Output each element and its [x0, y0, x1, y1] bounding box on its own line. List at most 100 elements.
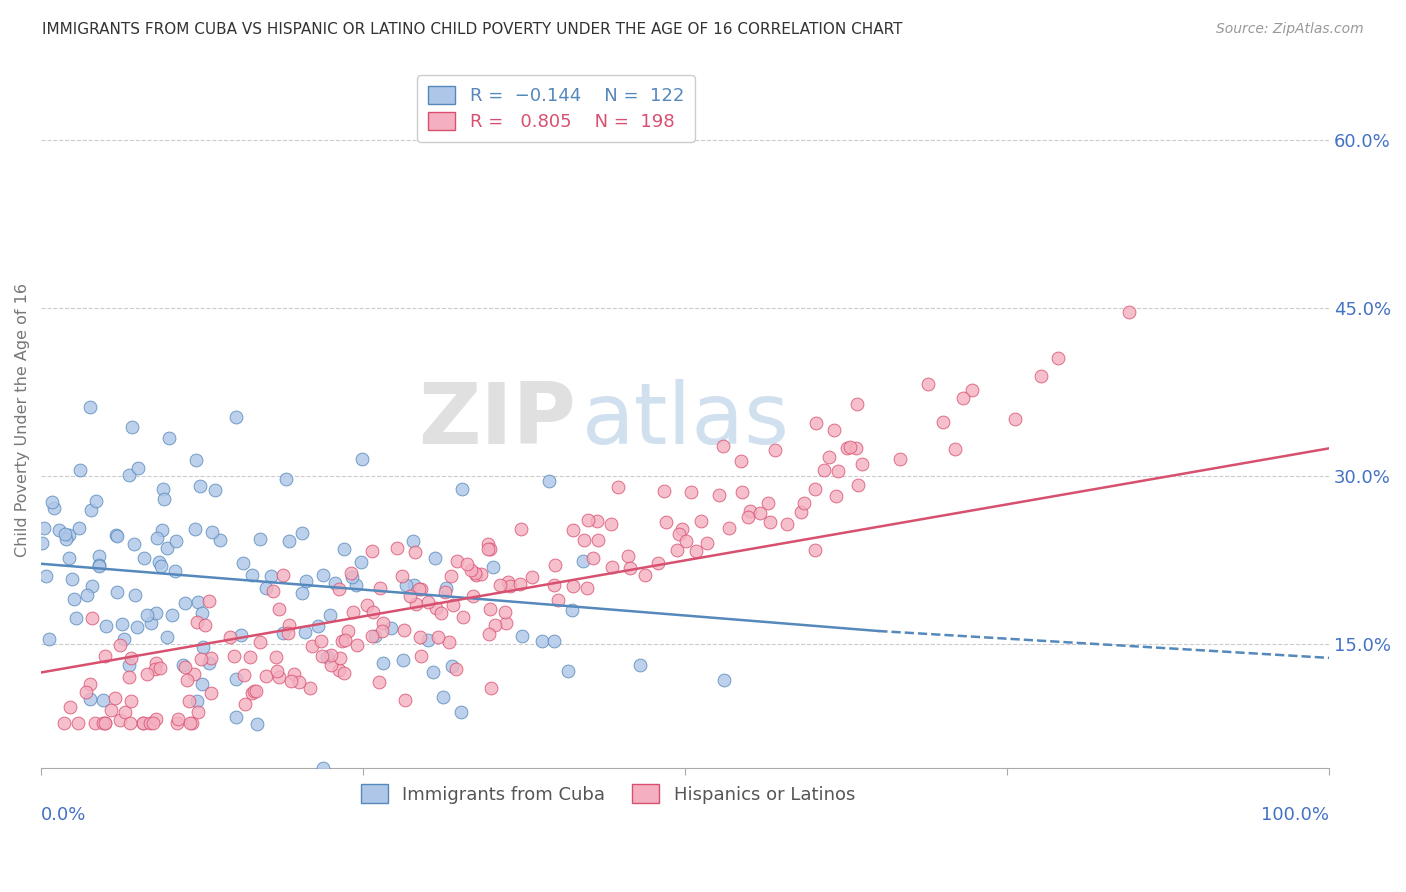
- Point: [191, 640, 214, 654]
- Point: [749, 506, 772, 520]
- Point: [160, 608, 183, 623]
- Point: [432, 690, 454, 704]
- Point: [360, 544, 382, 558]
- Point: [496, 575, 519, 590]
- Point: [477, 542, 499, 557]
- Point: [470, 567, 492, 582]
- Point: [152, 483, 174, 497]
- Point: [399, 589, 422, 603]
- Point: [494, 606, 516, 620]
- Point: [690, 514, 713, 528]
- Point: [76, 588, 98, 602]
- Point: [619, 561, 641, 575]
- Point: [254, 581, 277, 595]
- Point: [319, 648, 342, 662]
- Point: [233, 698, 256, 712]
- Point: [489, 578, 512, 592]
- Point: [104, 528, 127, 542]
- Point: [512, 629, 534, 643]
- Point: [572, 533, 595, 547]
- Point: [67, 715, 90, 730]
- Point: [59, 700, 82, 714]
- Point: [422, 665, 444, 680]
- Point: [38, 632, 60, 646]
- Point: [1118, 304, 1140, 318]
- Point: [166, 715, 188, 730]
- Point: [837, 441, 859, 455]
- Point: [312, 761, 335, 775]
- Point: [219, 630, 242, 644]
- Point: [547, 593, 569, 607]
- Point: [179, 715, 201, 730]
- Point: [79, 400, 101, 414]
- Point: [222, 649, 245, 664]
- Point: [150, 523, 173, 537]
- Point: [851, 457, 873, 471]
- Point: [240, 567, 263, 582]
- Point: [35, 569, 58, 583]
- Point: [165, 564, 187, 578]
- Point: [385, 541, 408, 556]
- Point: [187, 595, 209, 609]
- Point: [576, 512, 599, 526]
- Point: [311, 649, 333, 664]
- Point: [148, 555, 170, 569]
- Point: [283, 667, 305, 681]
- Point: [434, 581, 457, 595]
- Point: [41, 495, 63, 509]
- Point: [254, 669, 277, 683]
- Point: [509, 577, 531, 591]
- Point: [145, 656, 167, 670]
- Point: [269, 670, 291, 684]
- Point: [91, 692, 114, 706]
- Point: [655, 515, 678, 529]
- Point: [804, 416, 827, 430]
- Point: [280, 674, 302, 689]
- Point: [260, 569, 283, 583]
- Point: [200, 651, 222, 665]
- Point: [409, 630, 432, 644]
- Point: [80, 503, 103, 517]
- Point: [543, 633, 565, 648]
- Point: [249, 634, 271, 648]
- Point: [738, 504, 761, 518]
- Point: [328, 663, 350, 677]
- Point: [405, 597, 427, 611]
- Point: [444, 662, 467, 676]
- Point: [824, 489, 846, 503]
- Point: [333, 665, 356, 680]
- Point: [53, 715, 76, 730]
- Point: [793, 496, 815, 510]
- Point: [187, 706, 209, 720]
- Point: [429, 606, 451, 620]
- Point: [197, 594, 219, 608]
- Point: [477, 537, 499, 551]
- Point: [124, 588, 146, 602]
- Point: [156, 541, 179, 556]
- Point: [845, 396, 868, 410]
- Point: [790, 505, 813, 519]
- Point: [582, 551, 605, 566]
- Point: [277, 534, 299, 549]
- Point: [139, 715, 162, 730]
- Point: [495, 616, 517, 631]
- Point: [117, 670, 139, 684]
- Point: [239, 650, 262, 665]
- Point: [166, 712, 188, 726]
- Y-axis label: Child Poverty Under the Age of 16: Child Poverty Under the Age of 16: [15, 284, 30, 558]
- Point: [367, 675, 389, 690]
- Text: IMMIGRANTS FROM CUBA VS HISPANIC OR LATINO CHILD POVERTY UNDER THE AGE OF 16 COR: IMMIGRANTS FROM CUBA VS HISPANIC OR LATI…: [42, 22, 903, 37]
- Point: [561, 603, 583, 617]
- Point: [87, 549, 110, 563]
- Point: [1004, 412, 1026, 426]
- Point: [544, 558, 567, 572]
- Point: [364, 628, 387, 642]
- Point: [82, 579, 104, 593]
- Point: [225, 710, 247, 724]
- Point: [291, 586, 314, 600]
- Point: [323, 576, 346, 591]
- Point: [266, 650, 288, 665]
- Point: [145, 606, 167, 620]
- Text: 100.0%: 100.0%: [1261, 805, 1329, 824]
- Point: [277, 626, 299, 640]
